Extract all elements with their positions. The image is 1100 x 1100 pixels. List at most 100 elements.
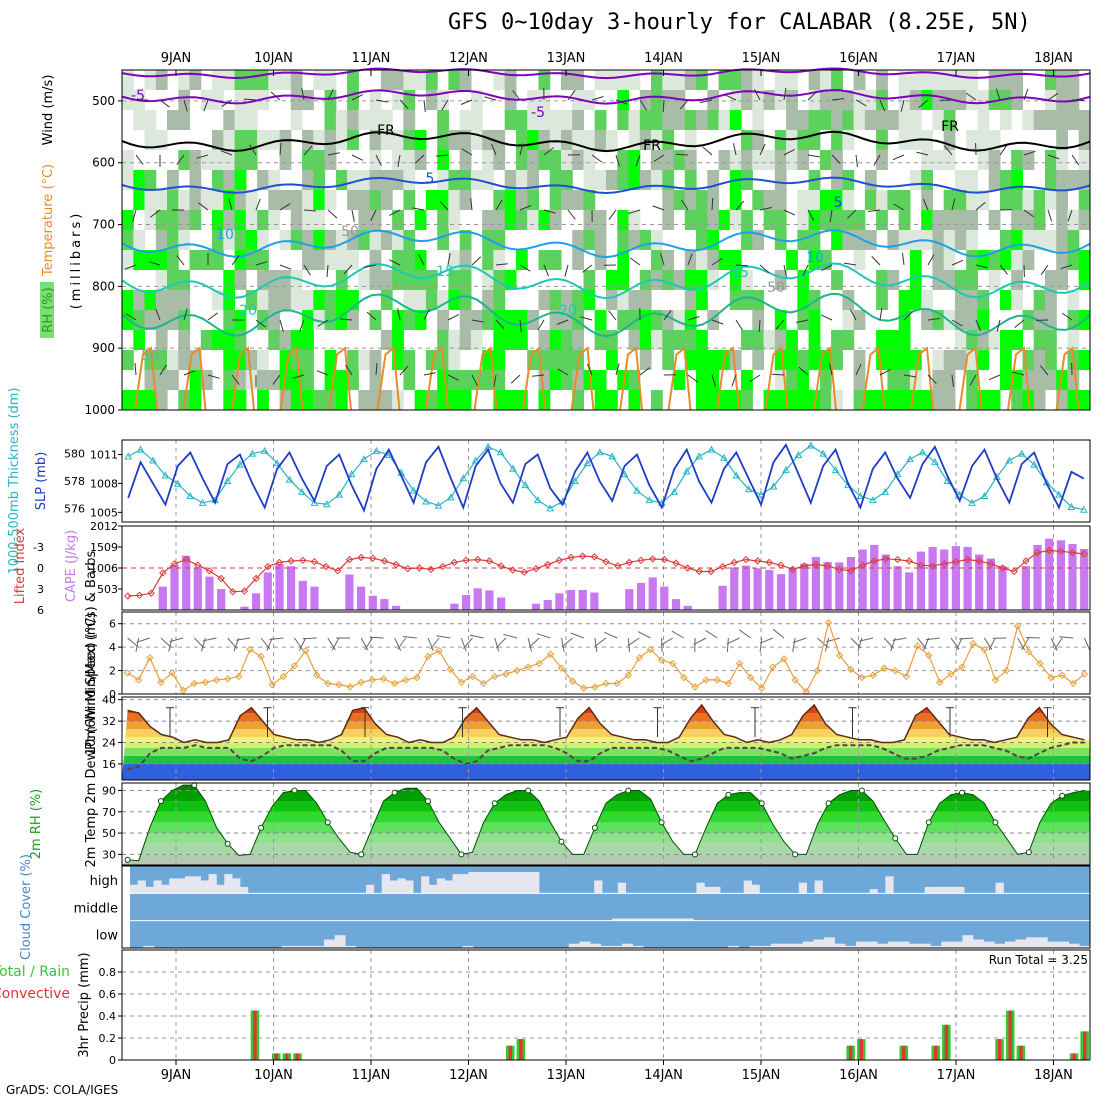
rh-cell xyxy=(943,310,956,330)
rh-cell xyxy=(977,390,990,410)
rh-point xyxy=(725,791,732,798)
rh-cell xyxy=(651,110,663,130)
rh-cell xyxy=(909,290,922,310)
thickness-point xyxy=(186,491,195,500)
cape-bar xyxy=(275,564,284,610)
wind-barb xyxy=(1025,637,1040,639)
cape-bar xyxy=(380,599,389,610)
rh-cell xyxy=(583,270,596,290)
cape-bar xyxy=(625,589,634,610)
cloud-bar-high xyxy=(137,880,146,894)
contour-warm-line xyxy=(279,346,304,411)
wind-speed-point xyxy=(446,665,454,674)
rh-cell xyxy=(932,110,945,130)
rh-cell xyxy=(392,90,404,110)
rh-cell xyxy=(842,90,855,110)
wind-barb xyxy=(491,143,497,156)
rh-cell xyxy=(741,270,753,290)
rh-cell xyxy=(909,70,922,90)
rh-cell xyxy=(504,170,517,190)
rh-cell xyxy=(516,150,528,170)
rh-cell xyxy=(887,370,900,390)
rh-cell xyxy=(245,250,258,270)
wind-barb xyxy=(423,308,430,321)
rh-cell xyxy=(684,270,697,290)
wind-barb xyxy=(687,374,698,383)
wind-barb xyxy=(975,202,986,211)
rh-cell xyxy=(696,190,708,210)
rh-cell xyxy=(864,170,877,190)
rh-cell xyxy=(369,270,382,290)
rh-cell xyxy=(493,350,506,370)
wind-barb xyxy=(1023,209,1035,218)
rh-cell xyxy=(819,390,832,410)
lifted-index-point xyxy=(299,556,307,565)
wind-barb xyxy=(807,91,817,101)
temp-band xyxy=(122,737,1090,743)
rh-cell xyxy=(133,290,146,310)
rh-cell xyxy=(1022,210,1035,230)
cape-bar xyxy=(217,589,226,610)
rh-cell xyxy=(178,210,191,230)
rh-cell xyxy=(853,310,866,330)
cloud-bar-low xyxy=(568,943,580,948)
rh-cell xyxy=(538,130,551,150)
wind-barb xyxy=(136,637,150,643)
rh-cell xyxy=(335,230,348,250)
wind-barb xyxy=(1023,150,1036,156)
rh-cell xyxy=(1011,330,1023,350)
cape-bar xyxy=(811,557,820,610)
rh-cell xyxy=(988,250,1001,270)
rh-cell xyxy=(1067,330,1080,350)
rh-cell xyxy=(932,150,945,170)
rh-cell xyxy=(1078,390,1091,410)
precip-tick-label: 0.4 xyxy=(99,1010,117,1023)
rh-cell xyxy=(268,170,281,190)
rh-cell xyxy=(279,330,292,350)
cloud-bar-low xyxy=(1026,937,1038,948)
rh-cell xyxy=(684,310,697,330)
thickness-point xyxy=(670,487,679,495)
wind-barb xyxy=(148,261,161,266)
rh-cell xyxy=(538,70,551,90)
rh-cell xyxy=(392,250,404,270)
rh-cell xyxy=(774,370,787,390)
rh-cell xyxy=(561,130,573,150)
contour-warm-line xyxy=(910,346,934,411)
rh-cell xyxy=(696,370,708,390)
rh-cell xyxy=(1067,250,1080,270)
panel-frame xyxy=(121,439,1091,523)
wind-barb xyxy=(615,99,628,105)
rh-cell xyxy=(797,290,810,310)
rh-cell xyxy=(707,350,720,370)
rh-cell xyxy=(808,210,821,230)
rh-cell xyxy=(954,170,967,190)
rh-cell xyxy=(1078,350,1091,370)
cloud-bar-low xyxy=(866,941,878,948)
wind-barb xyxy=(351,209,355,222)
rh-cell xyxy=(954,330,967,350)
rh-cell xyxy=(583,230,596,250)
rh-cell xyxy=(493,130,506,150)
rh-cell xyxy=(572,290,584,310)
cloud-bar-low xyxy=(600,945,612,948)
rh-cell xyxy=(819,210,832,230)
rh-cell xyxy=(617,210,630,230)
wind-barb xyxy=(519,264,531,272)
precip-convective-bar xyxy=(1008,1010,1012,1060)
lifted-index-point xyxy=(672,559,680,567)
rh-cell xyxy=(178,350,191,370)
rh-cell xyxy=(324,250,337,270)
rh-cell xyxy=(504,390,517,410)
rh-cell xyxy=(943,150,956,170)
rh-cell xyxy=(909,170,922,190)
rh-cell xyxy=(223,330,236,350)
precip-tick-label: 0.2 xyxy=(99,1032,117,1045)
rh-cell xyxy=(155,390,168,410)
rh-cell xyxy=(1022,150,1035,170)
bottom-date-label: 18JAN xyxy=(1034,1068,1073,1083)
rh-cell xyxy=(921,70,933,90)
cloud-bar-high xyxy=(932,886,941,894)
rh-cell xyxy=(752,310,765,330)
rh-cell xyxy=(493,250,506,270)
